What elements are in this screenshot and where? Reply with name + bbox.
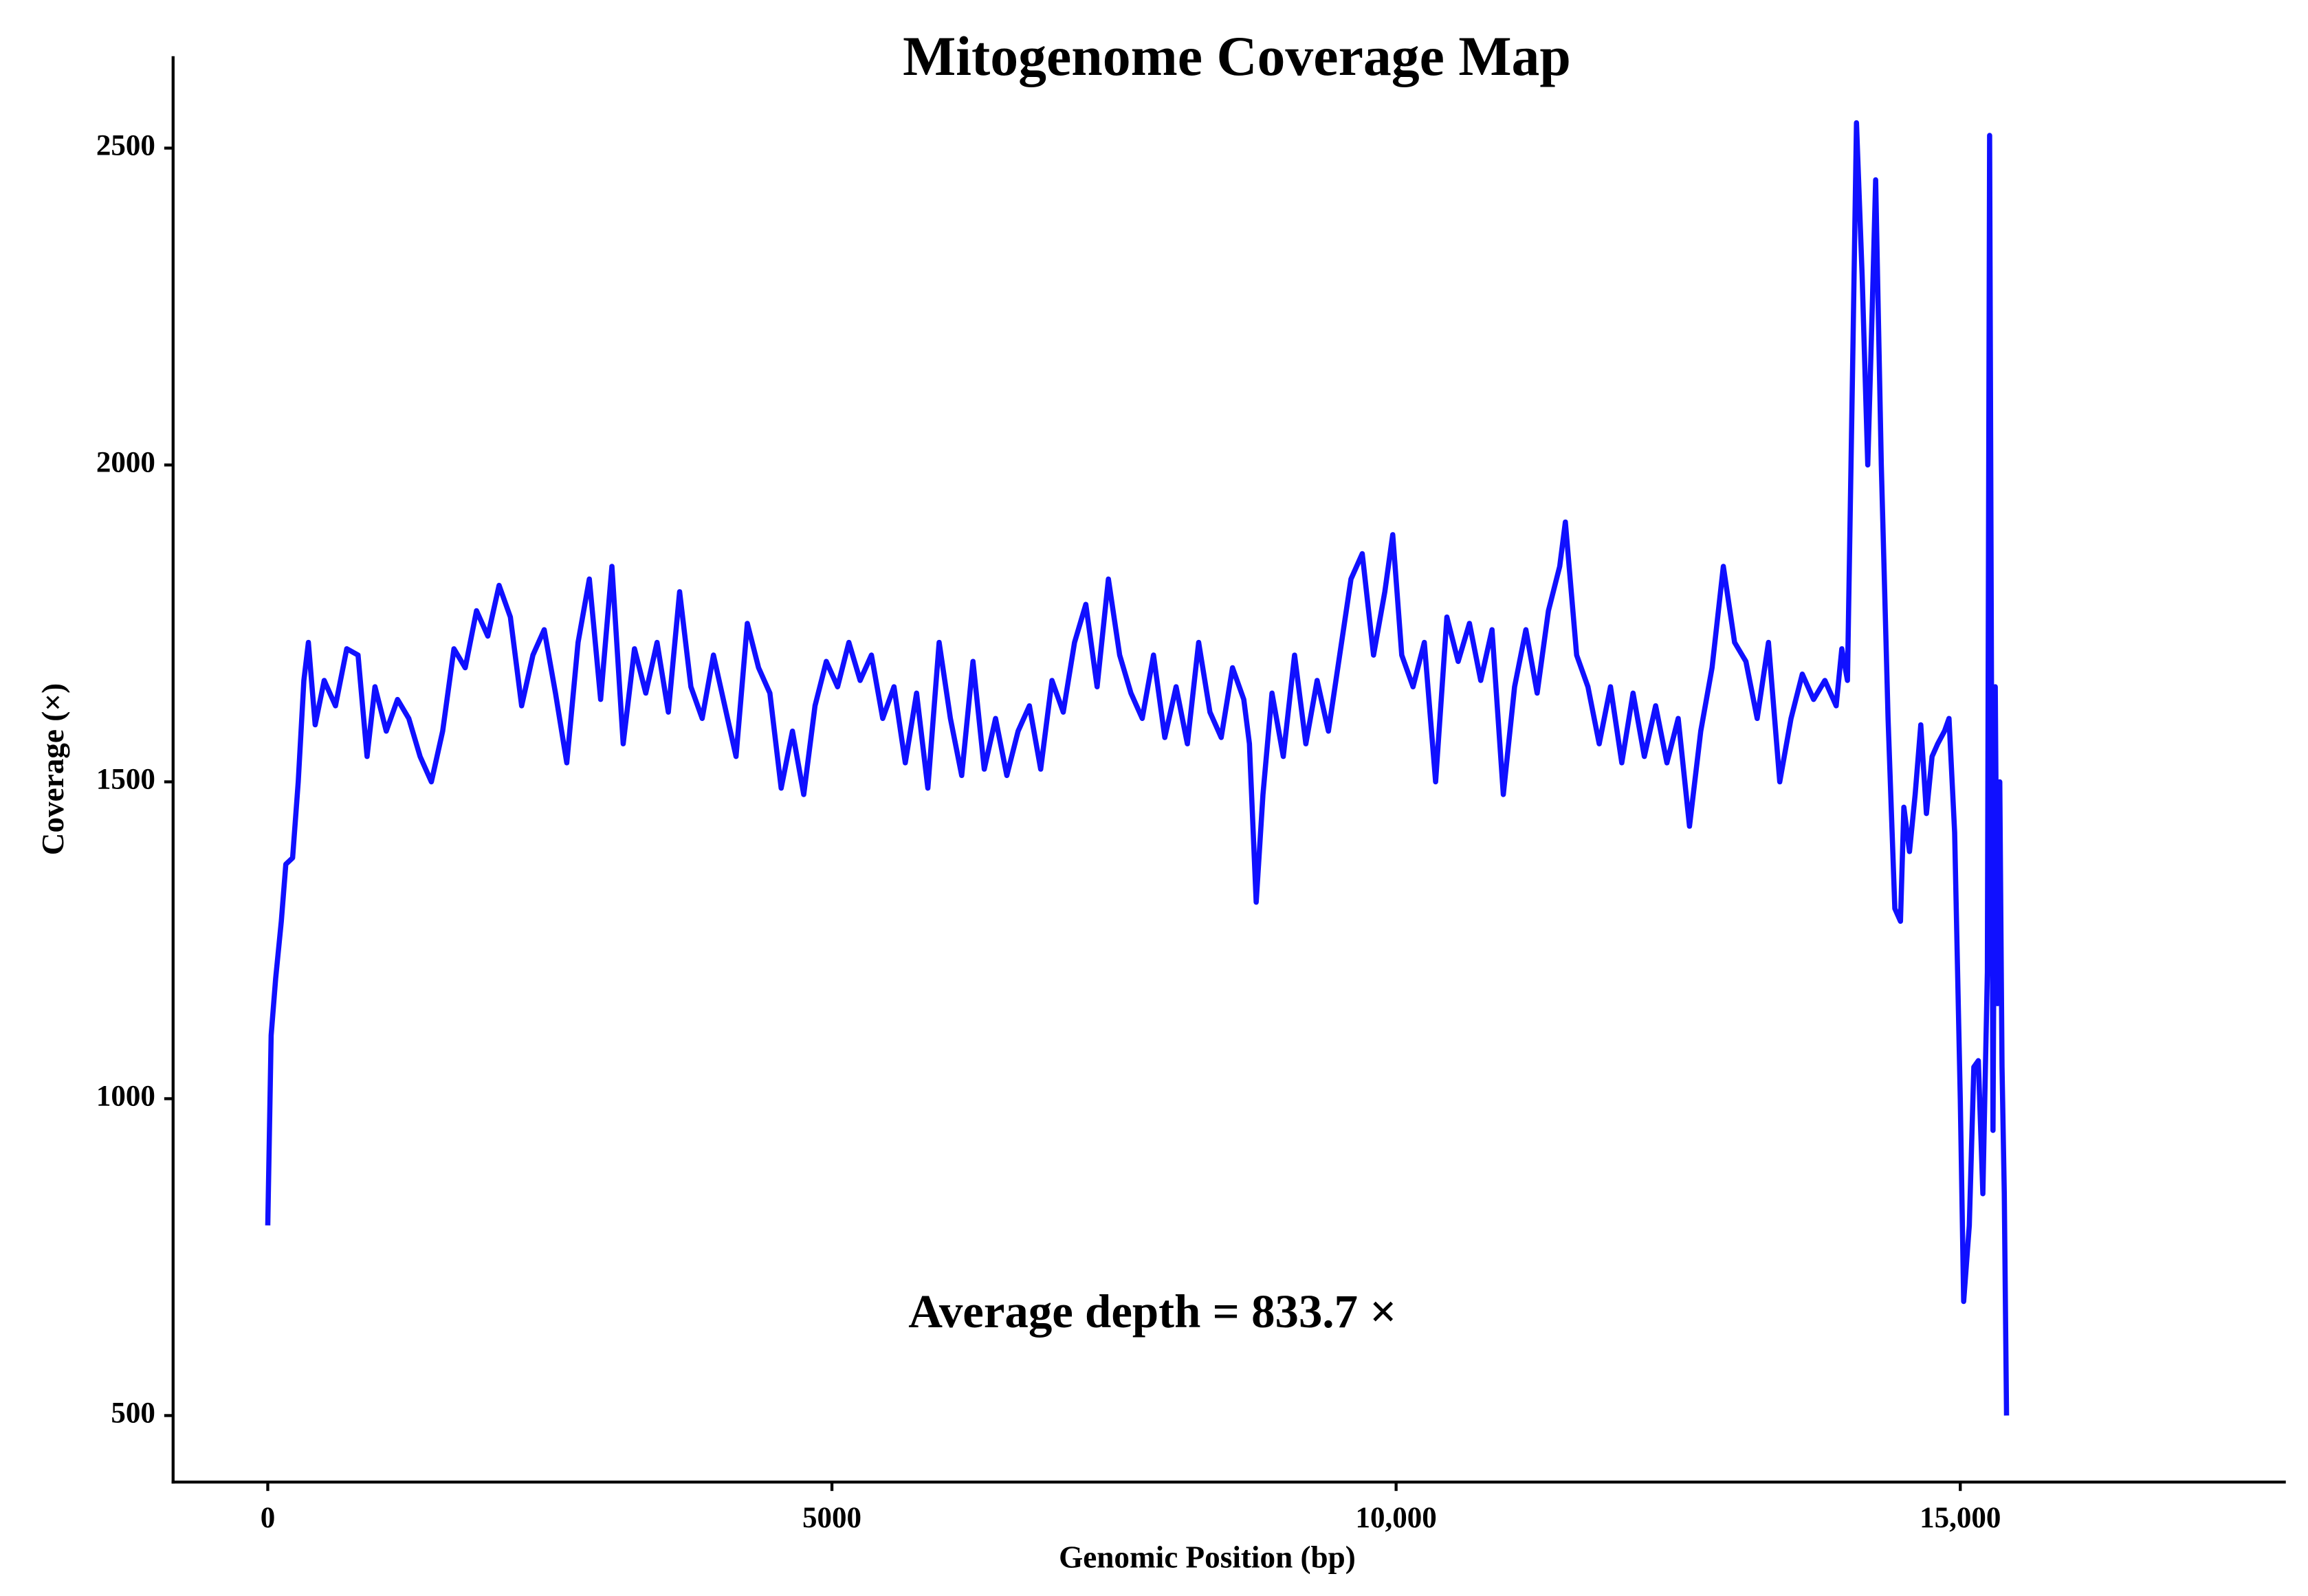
y-tick-label: 500 — [111, 1397, 155, 1429]
x-tick-label: 10,000 — [1356, 1502, 1437, 1534]
x-tick-label: 0 — [261, 1502, 276, 1534]
y-axis-label: Coverage (×) — [36, 683, 70, 855]
x-axis-label: Genomic Position (bp) — [1059, 1540, 1356, 1575]
x-tick-label: 5000 — [802, 1502, 861, 1534]
y-tick-label: 2000 — [96, 446, 155, 478]
y-tick-label: 1000 — [96, 1080, 155, 1112]
x-tick-label: 15,000 — [1920, 1502, 2001, 1534]
annotation: Average depth = 833.7 × — [908, 1285, 1396, 1338]
y-tick-label: 2500 — [96, 129, 155, 162]
y-tick-label: 1500 — [96, 763, 155, 795]
chart-title: Mitogenome Coverage Map — [903, 25, 1571, 87]
coverage-line — [265, 120, 2010, 1416]
